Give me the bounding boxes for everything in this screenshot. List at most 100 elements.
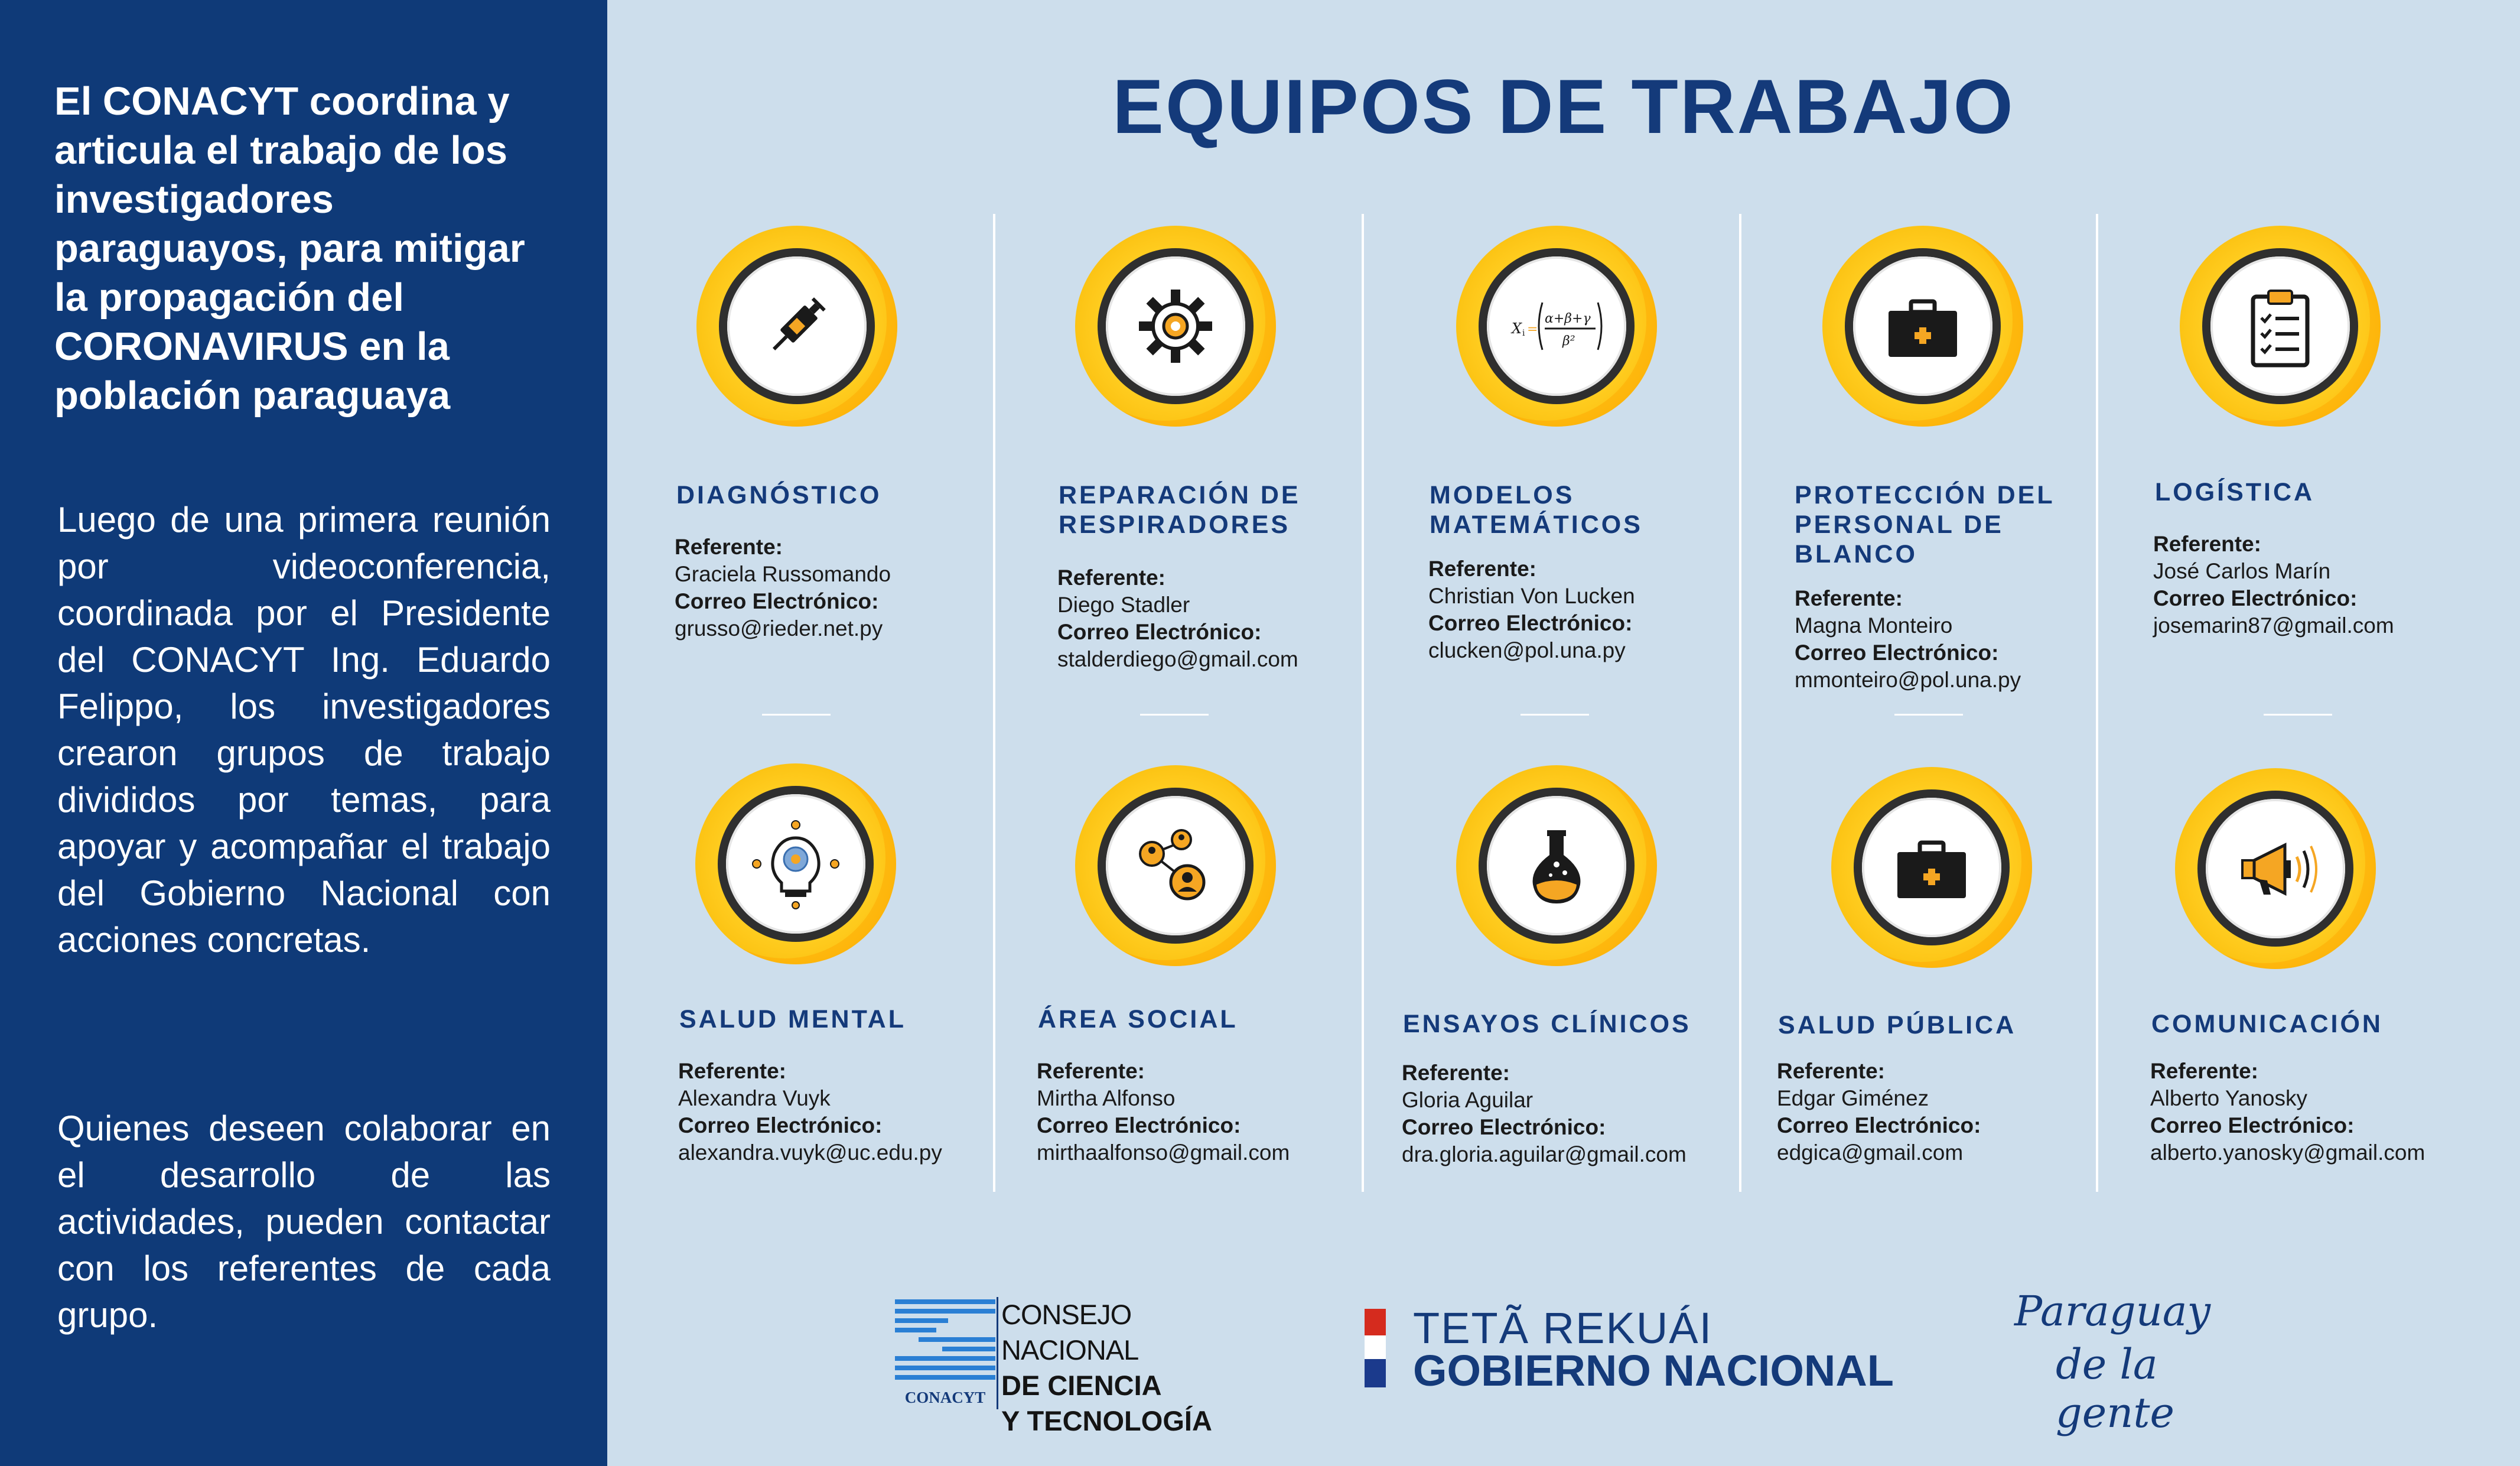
referente-name: Gloria Aguilar [1402,1088,1534,1112]
intro-paragraph: Luego de una primera reunión por videoco… [57,500,551,960]
svg-text:=: = [1527,322,1538,337]
referente-label: Referente: [1037,1059,1145,1083]
icon-badge [696,226,897,427]
contact-paragraph: Quienes deseen colaborar en el desarroll… [57,1109,551,1335]
conacyt-name: CONSEJO NACIONAL DE CIENCIA Y TECNOLOGÍA [1001,1299,1212,1436]
conacyt-logo: CONACYT CONSEJO NACIONAL DE CIENCIA Y TE… [895,1297,1273,1436]
email-label: Correo Electrónico: [1057,620,1262,644]
py-line-2: de la gente [2056,1340,2174,1437]
team-title: REPARACIÓN DE RESPIRADORES [1059,481,1301,539]
column-divider [993,214,995,1192]
email-label: Correo Electrónico: [1795,641,1999,665]
row-separator [2264,714,2332,716]
email-link[interactable]: grusso@rieder.net.py [675,616,883,641]
email-link[interactable]: stalderdiego@gmail.com [1057,647,1298,671]
syringe-icon [772,297,826,351]
icon-badge [1075,765,1276,966]
referente-name: Mirtha Alfonso [1037,1086,1176,1110]
team-info: Referente: Alberto Yanosky Correo Electr… [2150,1058,2493,1166]
team-title: LOGÍSTICA [2155,478,2315,506]
headline: El CONACYT coordina y articula el trabaj… [54,79,525,418]
gov-line-2: GOBIERNO NACIONAL [1413,1346,1894,1395]
svg-text:X: X [1510,320,1522,337]
conacyt-emblem-icon [895,1299,995,1380]
megaphone-icon [2241,842,2317,896]
team-title: PROTECCIÓN DEL PERSONAL DE BLANCO [1795,481,2055,568]
brain-bulb-icon [752,820,839,909]
referente-name: José Carlos Marín [2153,559,2331,583]
email-label: Correo Electrónico: [675,589,879,613]
email-link[interactable]: clucken@pol.una.py [1428,638,1626,662]
people-network-icon [1139,829,1206,901]
column-divider [1739,214,1741,1192]
conacyt-acronym: CONACYT [904,1389,986,1406]
team-info: Referente: Graciela Russomando Correo El… [675,534,982,642]
email-label: Correo Electrónico: [1428,611,1633,635]
icon-badge [695,763,896,964]
referente-name: Edgar Giménez [1777,1086,1929,1110]
icon-badge [2180,226,2381,427]
team-title: COMUNICACIÓN [2151,1010,2383,1038]
email-link[interactable]: mirthaalfonso@gmail.com [1037,1140,1290,1165]
referente-label: Referente: [1795,586,1903,610]
referente-label: Referente: [1777,1059,1885,1083]
gobierno-nacional-logo: TETÃ REKUÁI GOBIERNO NACIONAL [1365,1306,1932,1395]
paraguay-de-la-gente-logo: Paraguay de la gente [2014,1287,2239,1437]
referente-name: Diego Stadler [1057,593,1190,617]
team-title: SALUD MENTAL [679,1005,907,1033]
team-info: Referente: Christian Von Lucken Correo E… [1428,555,1724,664]
team-title: ENSAYOS CLÍNICOS [1403,1010,1691,1038]
row-separator [1140,714,1209,716]
referente-label: Referente: [1057,565,1165,590]
email-label: Correo Electrónico: [2150,1113,2355,1137]
clipboard-icon [2251,290,2310,368]
referente-name: Alberto Yanosky [2150,1086,2308,1110]
team-info: Referente: Gloria Aguilar Correo Electró… [1402,1059,1738,1168]
team-info: Referente: Magna Monteiro Correo Electró… [1795,585,2090,694]
icon-badge [1822,226,2023,427]
icon-badge: X i = α+β+γ β² [1456,226,1657,427]
row-separator [1521,714,1589,716]
page-title: EQUIPOS DE TRABAJO [1112,63,2015,149]
email-label: Correo Electrónico: [2153,586,2358,610]
gear-icon [1139,290,1212,363]
email-label: Correo Electrónico: [1037,1113,1241,1137]
team-info: Referente: Mirtha Alfonso Correo Electró… [1037,1058,1356,1166]
email-link[interactable]: alberto.yanosky@gmail.com [2150,1140,2425,1165]
email-link[interactable]: mmonteiro@pol.una.py [1795,668,2021,692]
medical-kit-icon [1889,299,1957,357]
team-info: Referente: Alexandra Vuyk Correo Electró… [678,1058,985,1166]
medical-kit-icon [1897,840,1966,898]
row-separator [762,714,831,716]
svg-text:β²: β² [1562,334,1575,349]
referente-name: Magna Monteiro [1795,613,1953,638]
email-label: Correo Electrónico: [1402,1115,1606,1139]
referente-label: Referente: [1402,1061,1510,1085]
referente-label: Referente: [2150,1059,2258,1083]
svg-text:α+β+γ: α+β+γ [1545,311,1591,326]
icon-badge [2175,768,2376,969]
team-title: ÁREA SOCIAL [1038,1005,1238,1033]
flag-icon [1365,1309,1386,1335]
left-panel: El CONACYT coordina y articula el trabaj… [0,0,607,1466]
column-divider [2096,214,2098,1192]
referente-name: Graciela Russomando [675,562,891,586]
team-info: Referente: Diego Stadler Correo Electrón… [1057,564,1353,673]
email-link[interactable]: alexandra.vuyk@uc.edu.py [678,1140,942,1165]
gov-line-1: TETÃ REKUÁI [1413,1304,1713,1353]
py-line-1: Paraguay [2014,1287,2211,1335]
icon-badge [1075,226,1276,427]
team-info: Referente: José Carlos Marín Correo Elec… [2153,531,2484,639]
referente-label: Referente: [2153,532,2261,556]
icon-badge [1456,765,1657,966]
icon-badge [1831,767,2032,968]
referente-label: Referente: [675,535,783,559]
email-link[interactable]: josemarin87@gmail.com [2153,613,2394,638]
referente-label: Referente: [678,1059,786,1083]
email-link[interactable]: edgica@gmail.com [1777,1140,1964,1165]
email-label: Correo Electrónico: [678,1113,883,1137]
column-divider [1362,214,1364,1192]
referente-name: Alexandra Vuyk [678,1086,831,1110]
email-link[interactable]: dra.gloria.aguilar@gmail.com [1402,1142,1686,1166]
email-label: Correo Electrónico: [1777,1113,1981,1137]
